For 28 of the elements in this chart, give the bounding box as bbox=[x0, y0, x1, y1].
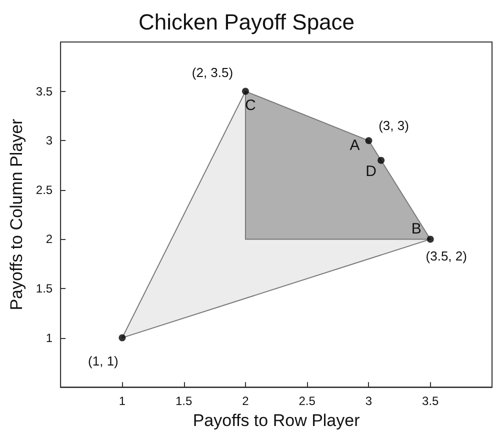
point bbox=[378, 156, 385, 164]
annotation: (1, 1) bbox=[88, 353, 118, 368]
annotation: A bbox=[350, 137, 360, 154]
annotation: B bbox=[411, 220, 422, 238]
y-tick-label: 3 bbox=[46, 134, 53, 148]
x-tick-label: 2.5 bbox=[298, 394, 316, 408]
x-tick-label: 3 bbox=[365, 394, 372, 408]
annotation: (3.5, 2) bbox=[426, 248, 467, 264]
y-tick-label: 1.5 bbox=[36, 282, 53, 296]
annotation: (3, 3) bbox=[378, 118, 409, 134]
annotation: C bbox=[245, 96, 256, 114]
annotation: (2, 3.5) bbox=[192, 64, 234, 80]
point bbox=[365, 137, 372, 144]
chart-title: Chicken Payoff Space bbox=[138, 10, 355, 34]
y-tick-label: 3.5 bbox=[36, 84, 53, 98]
y-tick-label: 1 bbox=[46, 330, 53, 345]
x-tick-label: 1.5 bbox=[176, 394, 193, 408]
annotation: D bbox=[366, 162, 377, 180]
point bbox=[426, 236, 434, 243]
x-tick-label: 1 bbox=[118, 394, 126, 408]
x-tick-label: 2 bbox=[242, 394, 250, 408]
y-tick-label: 2 bbox=[46, 232, 53, 246]
y-tick-label: 2.5 bbox=[36, 182, 53, 197]
y-axis-title: Payoffs to Column Player bbox=[7, 118, 26, 310]
point bbox=[242, 88, 249, 95]
x-tick-label: 3.5 bbox=[422, 394, 440, 408]
point bbox=[118, 334, 126, 342]
x-axis-title: Payoffs to Row Player bbox=[192, 411, 360, 430]
